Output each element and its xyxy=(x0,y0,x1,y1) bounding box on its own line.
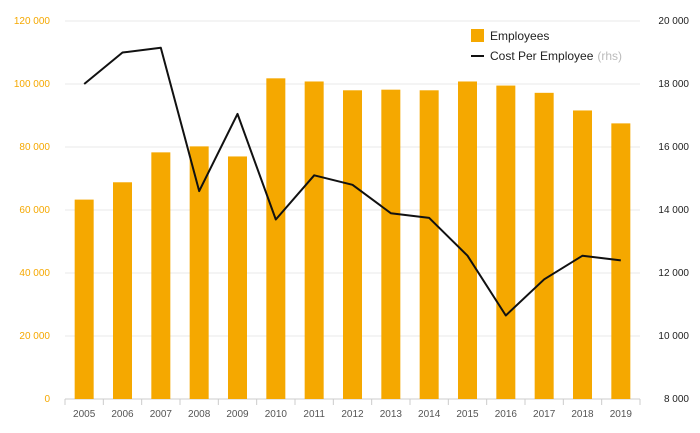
left-axis-ticks: 0 20 000 40 000 60 000 80 000 100 000 120 000 xyxy=(14,16,51,405)
bar-employees-2011 xyxy=(304,81,324,399)
left-tick-label: 100 000 xyxy=(14,79,51,90)
x-tick-label: 2007 xyxy=(150,409,173,420)
x-tick-label: 2009 xyxy=(226,409,249,420)
right-tick-label: 8 000 xyxy=(664,394,689,405)
left-tick-label: 0 xyxy=(44,394,50,405)
right-tick-label: 14 000 xyxy=(658,205,689,216)
legend: Employees Cost Per Employee (rhs) xyxy=(471,29,622,63)
x-tick-label: 2016 xyxy=(495,409,518,420)
bar-series-employees xyxy=(74,78,631,400)
x-tick-label: 2014 xyxy=(418,409,441,420)
left-tick-label: 20 000 xyxy=(19,331,50,342)
bar-employees-2006 xyxy=(113,182,132,399)
right-tick-label: 12 000 xyxy=(658,268,689,279)
legend-label-rhs: (rhs) xyxy=(597,49,622,63)
x-tick-label: 2011 xyxy=(303,409,325,420)
bar-employees-2012 xyxy=(343,90,362,400)
bar-employees-2009 xyxy=(228,156,247,399)
right-tick-label: 18 000 xyxy=(658,79,689,90)
x-tick-label: 2008 xyxy=(188,409,211,420)
left-tick-label: 40 000 xyxy=(19,268,50,279)
bar-employees-2017 xyxy=(534,92,554,399)
x-tick-label: 2006 xyxy=(111,409,134,420)
legend-swatch-employees xyxy=(471,29,484,42)
line-series-cost-per-employee xyxy=(83,46,621,317)
legend-label-cost-text: Cost Per Employee xyxy=(490,49,594,63)
bar-employees-2013 xyxy=(381,89,401,400)
x-tick-label: 2015 xyxy=(456,409,479,420)
x-tick-label: 2018 xyxy=(571,409,594,420)
bar-employees-2014 xyxy=(419,90,439,400)
x-tick-label: 2019 xyxy=(610,409,633,420)
right-tick-label: 10 000 xyxy=(658,331,689,342)
bar-employees-2007 xyxy=(151,152,171,399)
x-tick-label: 2012 xyxy=(341,409,364,420)
x-tick-label: 2005 xyxy=(73,409,96,420)
legend-label-employees: Employees xyxy=(490,29,549,43)
x-tick-label: 2010 xyxy=(265,409,288,420)
x-tick-label: 2013 xyxy=(380,409,403,420)
right-axis-ticks: 8 000 10 000 12 000 14 000 16 000 18 000 20 00… xyxy=(658,16,689,405)
bar-employees-2008 xyxy=(189,146,209,399)
bar-employees-2015 xyxy=(458,81,477,399)
right-tick-label: 16 000 xyxy=(658,142,689,153)
left-tick-label: 120 000 xyxy=(14,16,51,27)
bar-employees-2005 xyxy=(74,199,94,399)
bar-employees-2010 xyxy=(266,78,286,399)
left-tick-label: 80 000 xyxy=(19,142,50,153)
x-axis-ticks: 2005 2006 2007 2008 2009 2010 2011 2012 2013 2014… xyxy=(73,409,632,420)
right-tick-label: 20 000 xyxy=(658,16,689,27)
left-tick-label: 60 000 xyxy=(19,205,50,216)
bar-employees-2019 xyxy=(611,123,631,399)
legend-label-cost-per-employee: Cost Per Employee (rhs) xyxy=(490,49,622,63)
bar-employees-2016 xyxy=(496,85,516,399)
x-tick-label: 2017 xyxy=(533,409,556,420)
line-cost-per-employee xyxy=(83,46,621,317)
